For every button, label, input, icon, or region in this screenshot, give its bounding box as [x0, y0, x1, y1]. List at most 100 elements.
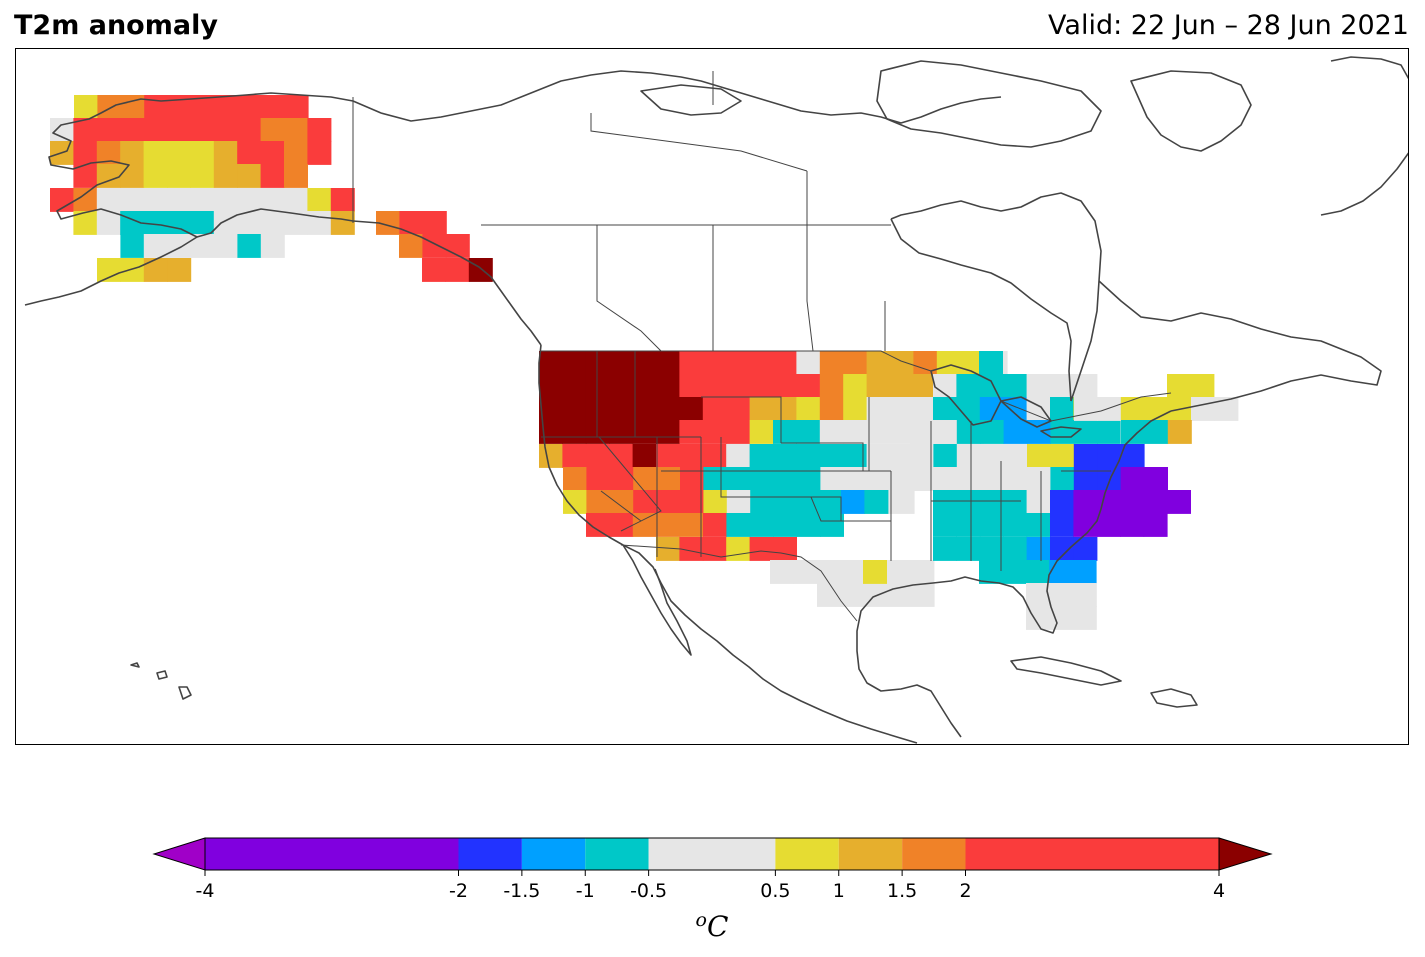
colorbar-frame	[204, 837, 1220, 871]
anomaly-cell	[330, 188, 355, 212]
anomaly-cell	[120, 118, 145, 142]
colorbar-tick-label: -0.5	[630, 880, 667, 902]
anomaly-cell	[1073, 374, 1098, 398]
anomaly-cell	[97, 258, 121, 282]
anomaly-cell	[167, 188, 191, 212]
anomaly-cell	[632, 374, 657, 398]
colorbar-tick-label: 1.5	[887, 880, 917, 902]
anomaly-cell	[562, 351, 587, 375]
anomaly-cell	[796, 444, 821, 468]
cuba-coastline	[1010, 656, 1122, 686]
anomaly-cell	[1049, 583, 1074, 607]
anomaly-cell	[167, 95, 192, 119]
anomaly-cell	[1120, 513, 1145, 537]
anomaly-cell	[817, 583, 841, 607]
anomaly-cell	[680, 490, 704, 514]
anomaly-cell	[890, 374, 914, 398]
greenland-coastline	[1320, 56, 1408, 216]
anomaly-cell	[1072, 560, 1097, 584]
anomaly-cell	[1167, 490, 1191, 514]
anomaly-cell	[773, 374, 797, 398]
anomaly-cell	[680, 467, 704, 491]
anomaly-cell	[1026, 513, 1051, 537]
hispaniola-coastline	[1150, 688, 1198, 708]
anomaly-cell	[749, 374, 774, 398]
anomaly-cell	[890, 444, 914, 468]
anomaly-cell	[1050, 374, 1074, 398]
anomaly-cell	[1027, 444, 1051, 468]
anomaly-cell	[167, 211, 191, 235]
map-canvas	[24, 56, 1408, 744]
map-title: T2m anomaly	[14, 10, 218, 41]
anomaly-cell	[913, 351, 938, 375]
anomaly-cell	[167, 141, 191, 165]
anomaly-cell	[1003, 420, 1028, 444]
anomaly-cell	[1003, 444, 1028, 468]
anomaly-cell	[890, 351, 914, 375]
anomaly-cell	[609, 467, 634, 491]
anomaly-cell	[703, 490, 728, 514]
anomaly-cell	[1097, 420, 1122, 444]
anomaly-cell	[1002, 560, 1027, 584]
anomaly-cell	[726, 374, 751, 398]
anomaly-cell	[563, 490, 587, 514]
anomaly-cell	[167, 164, 191, 188]
anomaly-cell	[843, 374, 868, 398]
anomaly-cell	[773, 444, 797, 468]
anomaly-cell	[96, 118, 121, 142]
anomaly-cell	[956, 490, 981, 514]
colorbar-tick-label: 4	[1213, 880, 1225, 902]
colorbar: -4 -2 -1.5 -1 -0.5 0.5 1 1.5 2 4 oC	[150, 832, 1275, 943]
anomaly-cell	[656, 351, 680, 375]
anomaly-cell	[586, 490, 611, 514]
anomaly-cell	[167, 234, 192, 258]
anomaly-cell	[796, 513, 821, 537]
anomaly-cell	[702, 397, 727, 421]
anomaly-cell	[539, 444, 563, 468]
anomaly-cell	[96, 188, 121, 212]
anomaly-cell	[819, 420, 844, 444]
anomaly-cell	[97, 95, 122, 119]
anomaly-cell	[933, 490, 957, 514]
anomaly-cell	[468, 258, 493, 282]
anomaly-cell	[399, 211, 424, 235]
anomaly-cell	[143, 234, 168, 258]
anomaly-cell	[143, 118, 168, 142]
anomaly-cell	[1050, 397, 1074, 421]
anomaly-cell	[956, 513, 981, 537]
anomaly-cell	[1143, 490, 1168, 514]
anomaly-cell	[143, 188, 168, 212]
anomaly-cell	[843, 397, 868, 421]
anomaly-cell	[770, 560, 794, 584]
anomaly-cell	[1073, 537, 1098, 561]
anomaly-cell	[656, 467, 681, 491]
anomaly-cell	[1120, 490, 1145, 514]
anomaly-grid	[50, 95, 1239, 630]
alaska-peninsula-coastline	[24, 236, 198, 306]
anomaly-cell	[1214, 397, 1239, 421]
anomaly-cell	[190, 118, 215, 142]
anomaly-cell	[585, 397, 610, 421]
anomaly-cell	[1003, 467, 1028, 491]
anomaly-cell	[213, 141, 238, 165]
anomaly-cell	[956, 397, 981, 421]
anomaly-cell	[843, 444, 868, 468]
anomaly-cell	[843, 467, 868, 491]
anomaly-cell	[679, 420, 704, 444]
anomaly-cell	[143, 211, 168, 235]
coastlines	[24, 56, 1408, 744]
anomaly-cell	[980, 467, 1005, 491]
anomaly-cell	[1073, 444, 1098, 468]
anomaly-cell	[843, 420, 868, 444]
anomaly-cell	[956, 537, 981, 561]
anomaly-cell	[143, 258, 168, 282]
anomaly-cell	[144, 95, 169, 119]
unit-superscript: o	[696, 909, 707, 931]
anomaly-cell	[190, 164, 215, 188]
colorbar-segment	[521, 838, 586, 870]
anomaly-cell	[1072, 606, 1097, 630]
anomaly-cell	[562, 374, 587, 398]
anomaly-cell	[1003, 490, 1028, 514]
anomaly-cell	[376, 211, 400, 235]
anomaly-cell	[726, 420, 751, 444]
